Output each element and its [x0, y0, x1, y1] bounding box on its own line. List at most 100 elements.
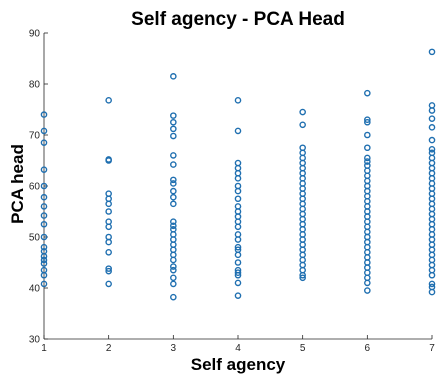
- data-point: [428, 271, 436, 279]
- data-point: [170, 193, 177, 201]
- data-point: [428, 107, 436, 114]
- x-tick-label: 6: [365, 343, 371, 354]
- data-point: [170, 274, 177, 282]
- data-point: [170, 176, 177, 184]
- x-tick-label: 5: [300, 343, 306, 354]
- axes: 1 2 3 4 5 6 7 30 40 50 60 70 80 90: [29, 29, 435, 355]
- data-point: [105, 280, 112, 288]
- data-point: [170, 152, 177, 159]
- y-tick-label: 50: [29, 233, 41, 244]
- data-point: [364, 279, 371, 287]
- data-point: [105, 265, 112, 272]
- data-point: [40, 182, 48, 190]
- data-point: [105, 223, 112, 231]
- data-point: [428, 280, 436, 288]
- data-point: [234, 97, 242, 104]
- data-point: [364, 158, 371, 165]
- data-point: [40, 271, 48, 279]
- data-point: [170, 263, 177, 270]
- data-point: [364, 144, 371, 152]
- data-point: [299, 271, 306, 279]
- data-point: [170, 222, 177, 230]
- data-point: [40, 253, 48, 260]
- y-tick-label: 40: [29, 284, 41, 295]
- data-point: [40, 260, 48, 267]
- data-point: [170, 266, 177, 274]
- data-point: [428, 288, 436, 296]
- data-point: [234, 269, 242, 277]
- data-point: [40, 203, 48, 210]
- data-point: [170, 132, 177, 140]
- data-point: [40, 111, 48, 118]
- data-point: [40, 256, 48, 264]
- data-point: [105, 157, 112, 164]
- data-point: [40, 127, 48, 135]
- data-point: [170, 161, 177, 168]
- data-point: [170, 180, 177, 187]
- data-point: [428, 136, 436, 144]
- data-point: [170, 256, 177, 264]
- data-point: [170, 187, 177, 195]
- data-point: [105, 208, 112, 215]
- data-point: [40, 220, 48, 228]
- data-point: [105, 267, 112, 275]
- data-point: [234, 175, 242, 182]
- data-point: [40, 139, 48, 146]
- data-point: [299, 121, 306, 129]
- data-point: [234, 236, 242, 243]
- data-point: [105, 248, 112, 256]
- data-point: [299, 108, 306, 116]
- y-tick-label: 90: [29, 29, 41, 40]
- data-point: [40, 193, 48, 201]
- data-point: [234, 127, 242, 135]
- data-point: [428, 48, 436, 56]
- data-point: [105, 97, 112, 104]
- data-point: [364, 116, 371, 123]
- data-point: [105, 200, 112, 208]
- data-point: [170, 73, 177, 80]
- data-point: [105, 238, 112, 246]
- data-point: [170, 293, 177, 301]
- data-point: [234, 223, 242, 231]
- data-point: [234, 251, 242, 259]
- data-point: [428, 145, 436, 153]
- data-point: [170, 118, 177, 126]
- y-tick-label: 70: [29, 131, 41, 142]
- data-point: [364, 287, 371, 294]
- x-tick-label: 2: [106, 343, 112, 354]
- x-tick-label: 1: [41, 343, 47, 354]
- data-point: [170, 200, 177, 208]
- data-point: [234, 259, 242, 266]
- data-point: [234, 187, 242, 195]
- data-point: [234, 243, 242, 251]
- data-point: [234, 292, 242, 299]
- y-tick-label: 80: [29, 80, 41, 91]
- y-tick-label: 30: [29, 335, 41, 346]
- chart-title: Self agency - PCA Head: [131, 9, 345, 30]
- x-tick-label: 4: [235, 343, 241, 354]
- data-point: [40, 212, 48, 219]
- data-point: [234, 271, 242, 279]
- data-point: [364, 89, 371, 97]
- data-point: [170, 125, 177, 133]
- data-point: [170, 218, 177, 225]
- data-point: [234, 279, 242, 287]
- y-tick-label: 60: [29, 182, 41, 193]
- x-tick-label: 7: [429, 343, 435, 354]
- x-tick-label: 3: [171, 343, 177, 354]
- data-point: [364, 154, 371, 162]
- data-point: [40, 166, 48, 173]
- data-point: [428, 115, 436, 122]
- data-point: [40, 280, 48, 288]
- data-point: [299, 274, 306, 282]
- data-point: [170, 112, 177, 119]
- x-axis-label: Self agency: [191, 355, 286, 374]
- data-point: [40, 233, 48, 241]
- data-points: [40, 48, 436, 301]
- data-point: [234, 195, 242, 203]
- data-point: [40, 243, 48, 251]
- data-point: [170, 280, 177, 288]
- data-point: [428, 124, 436, 131]
- data-point: [364, 131, 371, 139]
